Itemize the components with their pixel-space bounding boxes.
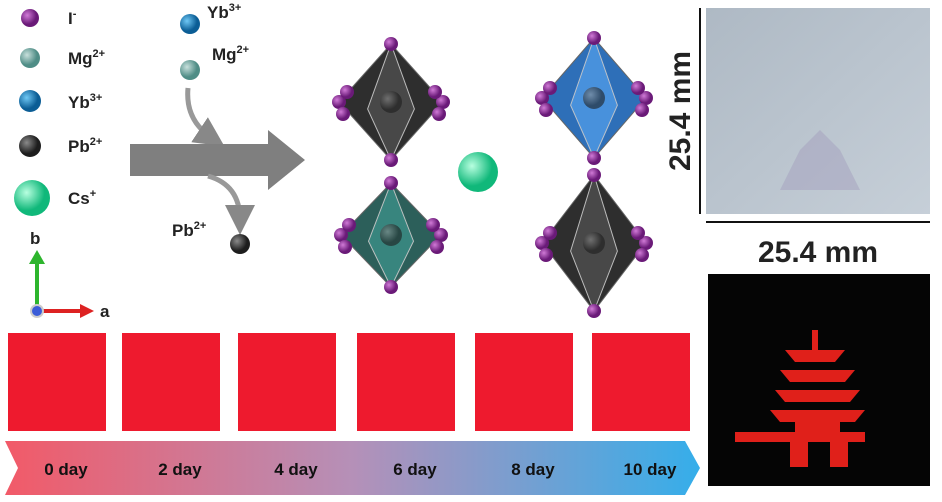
dim-height: 25.4 mm [664, 51, 697, 171]
legend-label: Yb3+ [68, 92, 102, 112]
center-ion [583, 232, 605, 254]
sphere-mg [20, 48, 40, 68]
film-square [8, 333, 106, 431]
ion: Pb [68, 137, 90, 156]
charge: 2+ [237, 44, 250, 56]
iodide [384, 176, 398, 190]
sphere-cs [458, 152, 498, 192]
charge: 3+ [229, 2, 242, 14]
center-ion [583, 87, 605, 109]
timeline-arrow [5, 441, 700, 495]
iodide [332, 95, 346, 109]
iodide [639, 91, 653, 105]
axis-label: b [30, 229, 40, 248]
charge: 2+ [93, 48, 106, 60]
iodide [434, 228, 448, 242]
charge: + [90, 188, 96, 200]
legend-label: Pb2+ [68, 136, 102, 156]
sphere-yb [180, 14, 200, 34]
film-square [475, 333, 573, 431]
iodide [338, 240, 352, 254]
iodide [631, 226, 645, 240]
legend-label: Cs+ [68, 188, 96, 208]
charge: 2+ [194, 220, 207, 232]
axis-a-head [80, 304, 94, 318]
curved-arrow [185, 87, 225, 147]
pagoda [735, 330, 865, 467]
sphere-cs [14, 180, 50, 216]
ion: Mg [212, 45, 237, 64]
iodide [334, 228, 348, 242]
charge: - [73, 8, 77, 20]
iodide [539, 103, 553, 117]
iodide [639, 236, 653, 250]
iodide [543, 226, 557, 240]
axis-b-head [29, 250, 45, 264]
iodide [384, 280, 398, 294]
day-label: 2 day [158, 460, 202, 479]
legend-label: Mg2+ [68, 48, 105, 68]
legend-label: I- [68, 8, 77, 28]
curved-arrow [207, 173, 255, 235]
removed-label: Pb2+ [172, 220, 206, 240]
structures [332, 31, 653, 318]
axis-c [30, 304, 44, 318]
day-label: 6 day [393, 460, 437, 479]
day-label: 10 day [624, 460, 677, 479]
iodide [426, 218, 440, 232]
sphere-pb [230, 234, 250, 254]
main-arrow [130, 130, 305, 190]
sphere-i [21, 9, 39, 27]
iodide [587, 31, 601, 45]
day-label: 8 day [511, 460, 555, 479]
iodide [336, 107, 350, 121]
charge: 3+ [90, 92, 103, 104]
iodide [430, 240, 444, 254]
day-label: 0 day [44, 460, 88, 479]
iodide [635, 103, 649, 117]
iodide [340, 85, 354, 99]
iodide [539, 248, 553, 262]
iodide [432, 107, 446, 121]
iodide [631, 81, 645, 95]
iodide [384, 153, 398, 167]
faint-pattern [780, 130, 860, 190]
ion: Yb [207, 3, 229, 22]
iodide [342, 218, 356, 232]
sphere-pb [19, 135, 41, 157]
iodide [543, 81, 557, 95]
film-series [8, 333, 690, 431]
dim-width: 25.4 mm [758, 236, 878, 269]
iodide [535, 91, 549, 105]
added-label: Yb3+ [207, 2, 241, 22]
added-label: Mg2+ [212, 44, 249, 64]
timeline-labels: 0 day 2 day 4 day 6 day 8 day 10 day [44, 460, 677, 479]
iodide [535, 236, 549, 250]
sphere-yb [19, 90, 41, 112]
center-ion [380, 224, 402, 246]
film-square [592, 333, 690, 431]
ion: I [68, 9, 73, 28]
day-label: 4 day [274, 460, 318, 479]
charge: 2+ [90, 136, 103, 148]
ion: Yb [68, 93, 90, 112]
film-square [238, 333, 336, 431]
ion: Mg [68, 49, 93, 68]
iodide [587, 168, 601, 182]
center-ion [380, 91, 402, 113]
ion: Cs [68, 189, 90, 208]
axis-label: a [100, 302, 110, 321]
iodide [587, 151, 601, 165]
sphere-mg [180, 60, 200, 80]
iodide [587, 304, 601, 318]
film-square [357, 333, 455, 431]
iodide [436, 95, 450, 109]
iodide [428, 85, 442, 99]
film-square [122, 333, 220, 431]
ion: Pb [172, 221, 194, 240]
iodide [635, 248, 649, 262]
iodide [384, 37, 398, 51]
